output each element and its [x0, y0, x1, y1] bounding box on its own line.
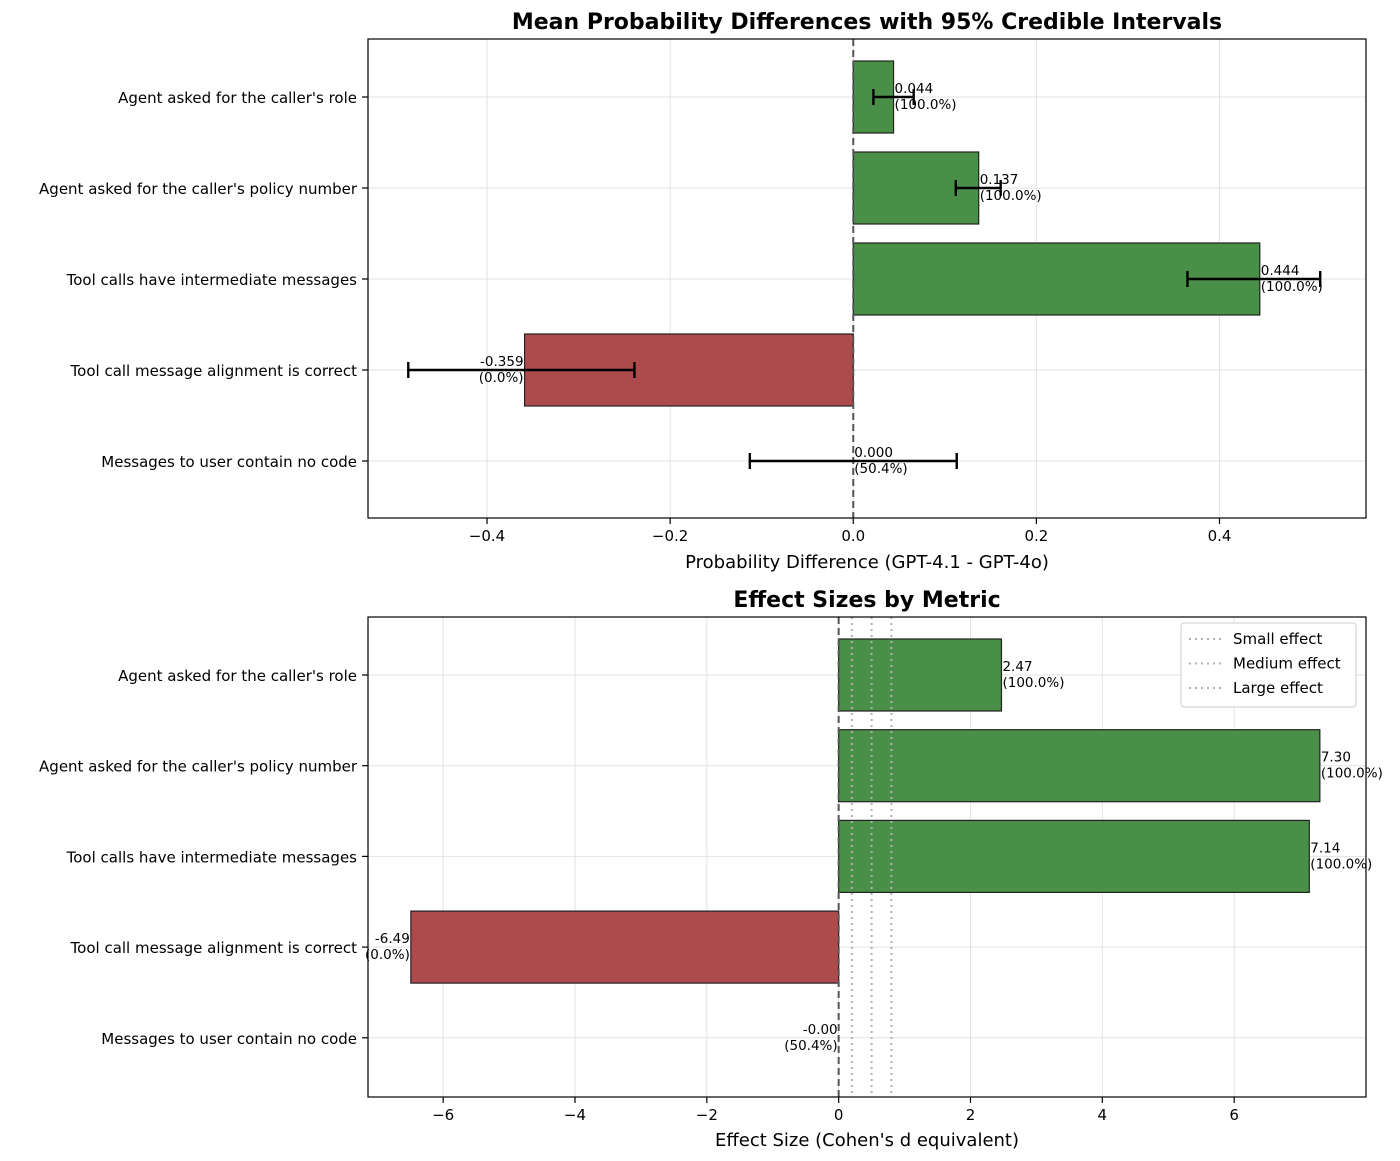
effect-chart-prob-label: (50.4%): [784, 1038, 837, 1054]
effect-chart-x-tick-label: −6: [432, 1106, 454, 1124]
prob-chart-category-label: Messages to user contain no code: [101, 453, 357, 471]
prob-chart-value-label: 0.044: [895, 81, 934, 97]
effect-chart-legend: Small effect Medium effect Large effect: [1180, 622, 1357, 708]
prob-chart-value-label: 0.000: [854, 445, 893, 461]
prob-chart-category-label: Agent asked for the caller's policy numb…: [39, 180, 358, 198]
effect-chart-value-label: 7.14: [1310, 840, 1340, 856]
effect-chart-legend-label: Small effect: [1233, 630, 1322, 648]
effect-chart-title: Effect Sizes by Metric: [733, 588, 1000, 613]
effect-chart-legend-box: [1180, 622, 1357, 708]
effect-chart-x-tick-label: 2: [966, 1106, 976, 1124]
prob-chart-x-axis-label: Probability Difference (GPT-4.1 - GPT-4o…: [685, 552, 1049, 573]
effect-chart-bar: [410, 910, 840, 984]
effect-chart-x-tick-label: 0: [834, 1106, 844, 1124]
effect-chart-prob-label: (100.0%): [1002, 675, 1064, 691]
prob-chart-x-tick-label: 0.2: [1024, 527, 1048, 545]
effect-chart-value-label: 2.47: [1002, 659, 1032, 675]
effect-chart-value-label: 7.30: [1321, 750, 1351, 766]
prob-chart-prob-label: (50.4%): [854, 461, 907, 477]
effect-chart-x-tick-label: 4: [1098, 1106, 1108, 1124]
effect-chart-category-label: Agent asked for the caller's role: [118, 667, 357, 685]
effect-chart-value-label: -6.49: [375, 931, 410, 947]
effect-chart-x-tick-label: 6: [1229, 1106, 1239, 1124]
effect-chart-x-axis-label: Effect Size (Cohen's d equivalent): [715, 1130, 1019, 1151]
effect-chart-value-label: -0.00: [803, 1022, 838, 1038]
effect-chart-category-label: Tool call message alignment is correct: [70, 939, 358, 957]
effect-chart-x-tick-label: −4: [564, 1106, 586, 1124]
prob-chart-category-label: Tool call message alignment is correct: [70, 362, 358, 380]
prob-chart-category-label: Agent asked for the caller's role: [118, 89, 357, 107]
prob-chart-prob-label: (100.0%): [980, 188, 1042, 204]
effect-chart-legend-label: Large effect: [1233, 679, 1323, 697]
effect-chart-prob-label: (100.0%): [1321, 766, 1383, 782]
effect-chart-x-tick-label: −2: [696, 1106, 718, 1124]
prob-chart-prob-label: (100.0%): [1261, 279, 1323, 295]
effect-chart-legend-label: Medium effect: [1233, 655, 1341, 673]
effect-chart-bar: [838, 819, 1310, 894]
effect-chart: 2.47(100.0%)7.30(100.0%)7.14(100.0%)-6.4…: [39, 588, 1383, 1151]
prob-chart-category-label: Tool calls have intermediate messages: [66, 271, 358, 289]
effect-chart-category-label: Agent asked for the caller's policy numb…: [39, 758, 358, 776]
prob-chart-prob-label: (100.0%): [895, 97, 957, 113]
effect-chart-bar: [838, 638, 1003, 712]
prob-chart-x-tick-label: 0.0: [841, 527, 865, 545]
prob-chart-x-tick-label: 0.4: [1208, 527, 1232, 545]
effect-chart-category-label: Messages to user contain no code: [101, 1030, 357, 1048]
prob-chart-x-tick-label: −0.2: [652, 527, 688, 545]
prob-chart-value-label: 0.444: [1261, 263, 1300, 279]
prob-chart-prob-label: (0.0%): [479, 370, 524, 386]
prob-chart-title: Mean Probability Differences with 95% Cr…: [512, 10, 1222, 35]
prob-chart-value-label: 0.137: [980, 172, 1019, 188]
effect-chart-prob-label: (0.0%): [365, 947, 410, 963]
effect-chart-prob-label: (100.0%): [1310, 856, 1372, 872]
effect-chart-bar: [838, 729, 1321, 803]
effect-chart-category-label: Tool calls have intermediate messages: [66, 848, 358, 866]
prob-chart-x-tick-label: −0.4: [469, 527, 505, 545]
prob-chart: 0.044(100.0%)0.137(100.0%)0.444(100.0%)-…: [39, 10, 1367, 573]
prob-chart-value-label: -0.359: [480, 354, 524, 370]
